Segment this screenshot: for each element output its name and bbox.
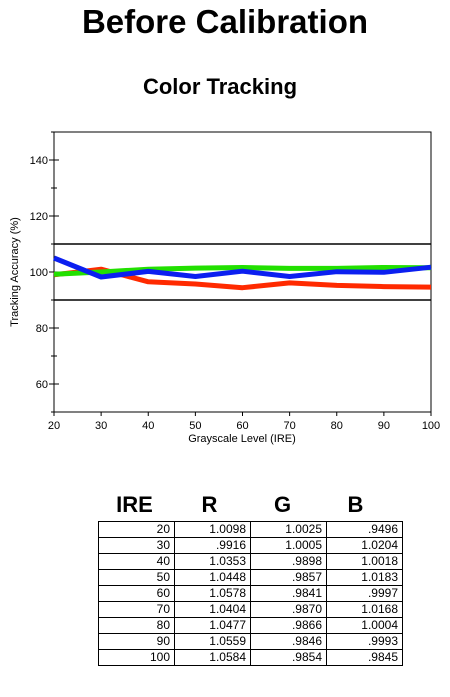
blue-series-line [53, 255, 432, 280]
table-cell: 1.0025 [250, 521, 327, 538]
table-cell: 1.0448 [174, 569, 251, 586]
color-tracking-chart: 60 80 100 120 140 20 30 40 50 60 70 80 90 100 Tracki… [9, 131, 440, 445]
table-cell: 1.0018 [326, 553, 403, 570]
page-title: Before Calibration [81, 3, 369, 40]
y-tick-label: 120 [30, 211, 48, 223]
table-cell: 90 [98, 633, 175, 650]
table-cell: .9993 [326, 633, 403, 650]
table-header: IRE R G B [98, 491, 392, 519]
table-cell: .9845 [326, 649, 403, 666]
x-tick-label: 90 [378, 420, 390, 432]
table-cell: 1.0004 [326, 617, 403, 634]
x-tick-label: 100 [422, 420, 440, 432]
table-cell: .9997 [326, 585, 403, 602]
table-row: 90 1.0559.9846.9993 [98, 633, 403, 650]
table-cell: .9916 [174, 537, 251, 554]
table-cell: .9866 [250, 617, 327, 634]
table-row: 80 1.0477.9866 1.0004 [98, 617, 403, 634]
y-tick-label: 140 [30, 155, 48, 167]
table-cell: 60 [98, 585, 175, 602]
header-g: G [273, 492, 292, 517]
table-cell: 1.0584 [174, 649, 251, 666]
y-axis-label: Tracking Accuracy (%) [9, 217, 21, 327]
table-row: 40 1.0353.9898 1.0018 [98, 553, 403, 570]
x-tick-label: 60 [236, 420, 248, 432]
data-table: 20 1.0098 1.0025.9496 30.9916 1.0005 1.0204 40… [98, 521, 403, 666]
y-tick-label: 80 [36, 323, 48, 335]
green-series-line [53, 265, 432, 277]
x-tick-label: 80 [331, 420, 343, 432]
table-row: 100 1.0584.9854.9845 [98, 649, 403, 666]
x-tick-label: 40 [142, 420, 154, 432]
table-cell: 1.0404 [174, 601, 251, 618]
header-r: R [201, 492, 218, 517]
table-cell: 1.0353 [174, 553, 251, 570]
table-cell: .9496 [326, 521, 403, 538]
table-row: 60 1.0578.9841.9997 [98, 585, 403, 602]
table-cell: 50 [98, 569, 175, 586]
table-row: 70 1.0404.9870 1.0168 [98, 601, 403, 618]
table-row: 30.9916 1.0005 1.0204 [98, 537, 403, 554]
table-cell: 1.0098 [174, 521, 251, 538]
table-cell: 1.0183 [326, 569, 403, 586]
table-cell: 20 [98, 521, 175, 538]
table-cell: .9870 [250, 601, 327, 618]
table-cell: 80 [98, 617, 175, 634]
table-cell: 1.0204 [326, 537, 403, 554]
table-cell: .9854 [250, 649, 327, 666]
table-cell: 1.0168 [326, 601, 403, 618]
table-cell: 1.0005 [250, 537, 327, 554]
table-cell: 1.0578 [174, 585, 251, 602]
header-b: B [347, 492, 364, 517]
table-row: 20 1.0098 1.0025.9496 [98, 521, 403, 538]
table-cell: .9857 [250, 569, 327, 586]
table-cell: 30 [98, 537, 175, 554]
table-cell: 40 [98, 553, 175, 570]
x-tick-label: 70 [284, 420, 296, 432]
x-tick-label: 30 [95, 420, 107, 432]
table-cell: .9841 [250, 585, 327, 602]
table-cell: 70 [98, 601, 175, 618]
header-ire: IRE [116, 492, 153, 517]
x-tick-label: 50 [189, 420, 201, 432]
table-cell: 1.0559 [174, 633, 251, 650]
table-row: 50 1.0448.9857 1.0183 [98, 569, 403, 586]
table-cell: .9898 [250, 553, 327, 570]
chart-title: Color Tracking [142, 74, 298, 99]
y-tick-label: 60 [36, 379, 48, 391]
x-axis-label: Grayscale Level (IRE) [188, 433, 296, 445]
y-tick-label: 100 [30, 267, 48, 279]
x-tick-label: 20 [48, 420, 60, 432]
table-cell: 100 [98, 649, 175, 666]
table-cell: .9846 [250, 633, 327, 650]
table-cell: 1.0477 [174, 617, 251, 634]
